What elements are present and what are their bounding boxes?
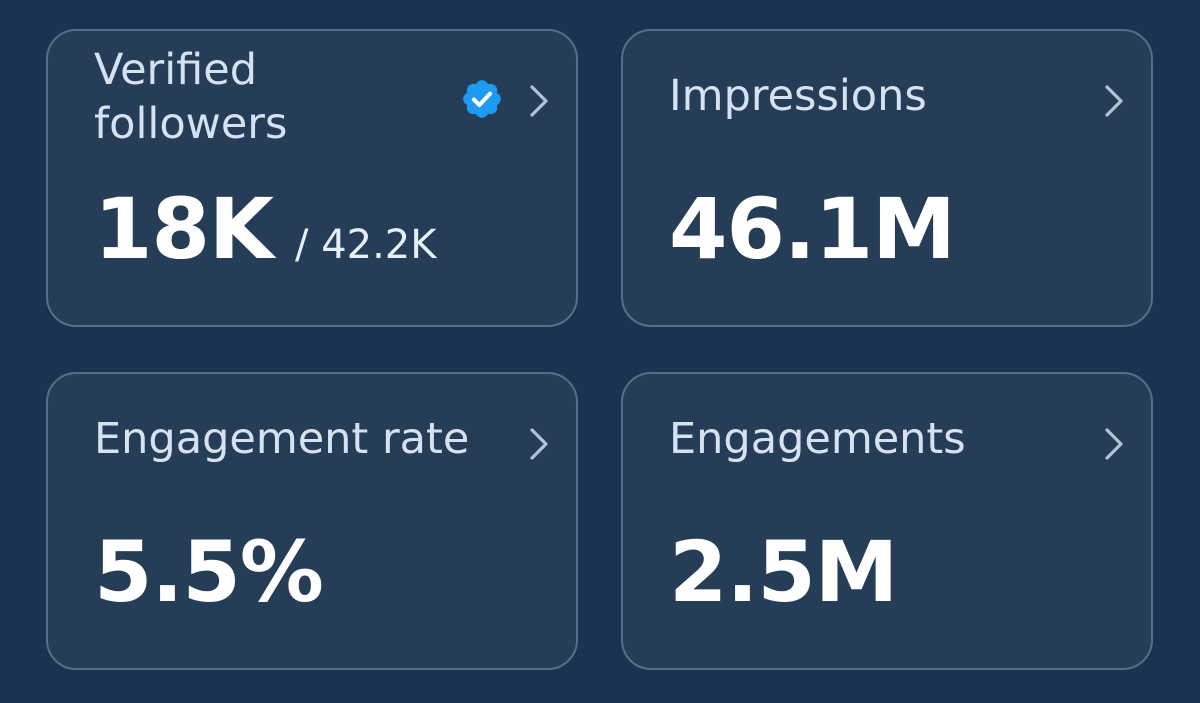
card-title: Verified followers <box>94 43 454 151</box>
metric-value-row: 5.5% <box>94 522 324 622</box>
chevron-right-icon[interactable] <box>524 424 554 464</box>
metric-value: 46.1M <box>669 180 956 278</box>
metric-value: 5.5% <box>94 523 324 621</box>
card-title: Engagements <box>669 414 966 464</box>
card-title-line: followers <box>94 99 288 149</box>
card-title-line: Verified <box>94 45 257 95</box>
card-title: Engagement rate <box>94 414 470 464</box>
card-title: Impressions <box>669 71 927 121</box>
verified-followers-card[interactable]: Verified followers 18K / 42.2K <box>46 29 578 327</box>
metric-value: 18K <box>94 180 274 278</box>
metric-value-row: 18K / 42.2K <box>94 179 436 295</box>
metric-value-row: 46.1M <box>669 179 956 279</box>
chevron-right-icon[interactable] <box>1099 81 1129 121</box>
engagement-rate-card[interactable]: Engagement rate 5.5% <box>46 372 578 670</box>
chevron-right-icon[interactable] <box>1099 424 1129 464</box>
metric-value-row: 2.5M <box>669 522 898 622</box>
chevron-right-icon[interactable] <box>524 81 554 121</box>
metric-total: / 42.2K <box>295 222 437 268</box>
metric-value: 2.5M <box>669 523 898 621</box>
impressions-card[interactable]: Impressions 46.1M <box>621 29 1153 327</box>
engagements-card[interactable]: Engagements 2.5M <box>621 372 1153 670</box>
verified-badge-icon <box>463 80 501 118</box>
